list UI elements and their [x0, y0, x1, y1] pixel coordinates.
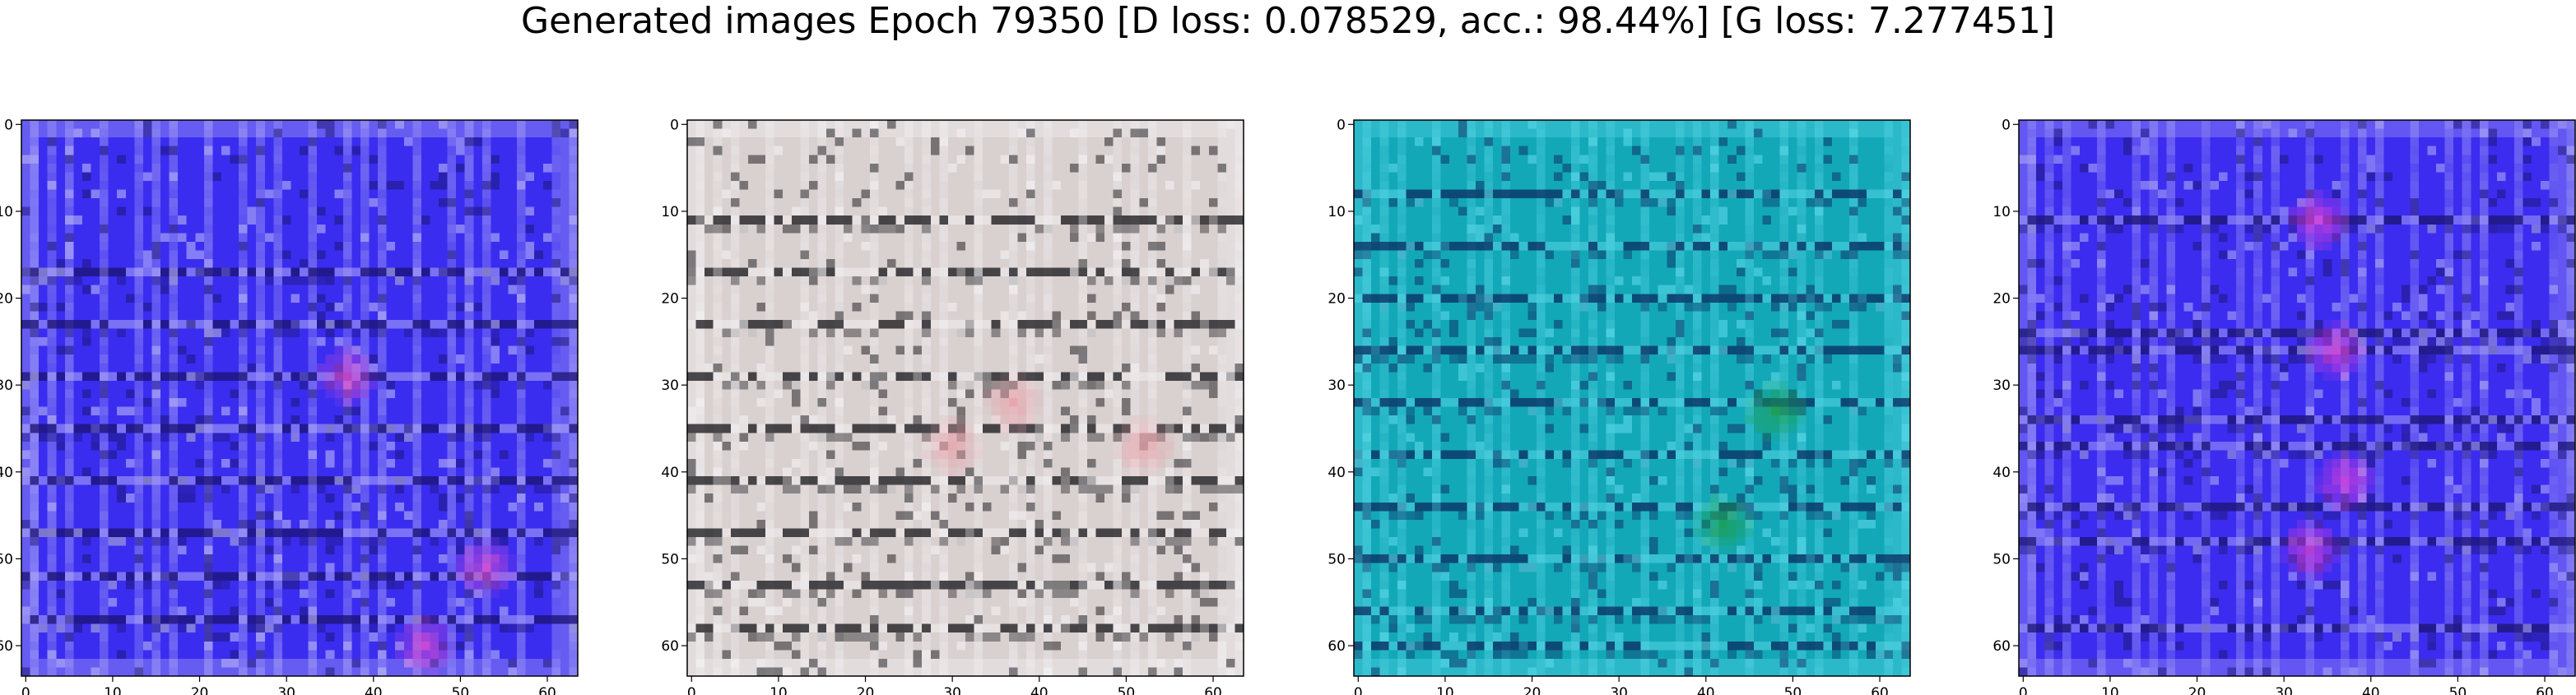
x-tick-label: 50 [2449, 685, 2467, 695]
y-tick-label: 20 [661, 291, 679, 308]
x-tick-label: 0 [21, 685, 30, 695]
y-tick-label: 30 [0, 378, 13, 394]
x-tick-label: 40 [1030, 685, 1049, 695]
x-tick-label: 20 [857, 685, 875, 695]
y-tick-label: 40 [0, 465, 13, 481]
image-pixels-2 [687, 120, 1244, 676]
x-tick-label: 20 [2188, 685, 2206, 695]
y-tick-label: 10 [0, 204, 13, 220]
axes-frame-4 [2018, 119, 2576, 677]
y-tick-label: 0 [2002, 117, 2011, 133]
x-tick-label: 30 [943, 685, 961, 695]
x-tick-label: 50 [1784, 685, 1802, 695]
image-pixels-3 [1354, 120, 1910, 676]
y-tick-label: 50 [661, 551, 679, 568]
x-tick-label: 40 [365, 685, 383, 695]
x-tick-label: 10 [104, 685, 122, 695]
axes-frame-2 [686, 119, 1244, 677]
y-tick-label: 30 [661, 378, 679, 394]
y-tick-label: 40 [661, 465, 679, 481]
x-tick-label: 10 [2101, 685, 2119, 695]
y-tick-label: 40 [1992, 465, 2011, 481]
axes-frame-1 [21, 119, 579, 677]
y-tick-label: 50 [1992, 551, 2011, 568]
y-tick-label: 50 [0, 551, 13, 568]
x-tick-label: 0 [1354, 685, 1363, 695]
x-tick-label: 20 [1523, 685, 1541, 695]
x-tick-label: 50 [1118, 685, 1136, 695]
x-tick-label: 30 [277, 685, 295, 695]
image-pixels-4 [2019, 120, 2575, 676]
generated-image-3: 0 10 20 30 40 50 60 0 10 20 30 40 50 60 [1328, 117, 1911, 695]
y-tick-label: 60 [1328, 638, 1346, 655]
y-tick-label: 20 [0, 291, 13, 308]
x-tick-label: 60 [538, 685, 556, 695]
x-tick-label: 60 [1871, 685, 1889, 695]
y-tick-label: 0 [4, 117, 13, 133]
x-tick-label: 30 [2275, 685, 2293, 695]
y-tick-label: 10 [661, 204, 679, 220]
x-tick-label: 0 [687, 685, 696, 695]
generated-image-4: 0 10 20 30 40 50 60 0 10 20 30 40 50 60 [1992, 117, 2576, 695]
x-tick-label: 10 [770, 685, 788, 695]
y-tick-label: 0 [1337, 117, 1346, 133]
x-tick-label: 40 [2362, 685, 2380, 695]
x-tick-label: 60 [2536, 685, 2554, 695]
y-tick-label: 40 [1328, 465, 1346, 481]
generated-image-1: 0 10 20 30 40 50 60 0 10 20 30 40 50 60 [0, 117, 579, 695]
axes-frame-3 [1353, 119, 1911, 677]
y-tick-label: 60 [0, 638, 13, 655]
y-tick-label: 60 [1992, 638, 2011, 655]
x-tick-label: 50 [452, 685, 470, 695]
y-tick-label: 60 [661, 638, 679, 655]
y-tick-label: 10 [1992, 204, 2011, 220]
y-tick-label: 10 [1328, 204, 1346, 220]
generated-image-2: 0 10 20 30 40 50 60 0 10 20 30 40 50 60 [661, 117, 1244, 695]
y-tick-label: 20 [1328, 291, 1346, 308]
y-tick-label: 30 [1328, 378, 1346, 394]
y-tick-label: 30 [1992, 378, 2011, 394]
x-tick-label: 20 [191, 685, 209, 695]
y-tick-label: 20 [1992, 291, 2011, 308]
y-tick-label: 0 [670, 117, 679, 133]
x-tick-label: 30 [1610, 685, 1628, 695]
x-tick-label: 10 [1436, 685, 1454, 695]
figure-title: Generated images Epoch 79350 [D loss: 0.… [520, 0, 2056, 42]
x-tick-label: 60 [1204, 685, 1222, 695]
image-pixels-1 [21, 120, 578, 676]
y-tick-label: 50 [1328, 551, 1346, 568]
x-tick-label: 40 [1697, 685, 1715, 695]
x-tick-label: 0 [2019, 685, 2028, 695]
